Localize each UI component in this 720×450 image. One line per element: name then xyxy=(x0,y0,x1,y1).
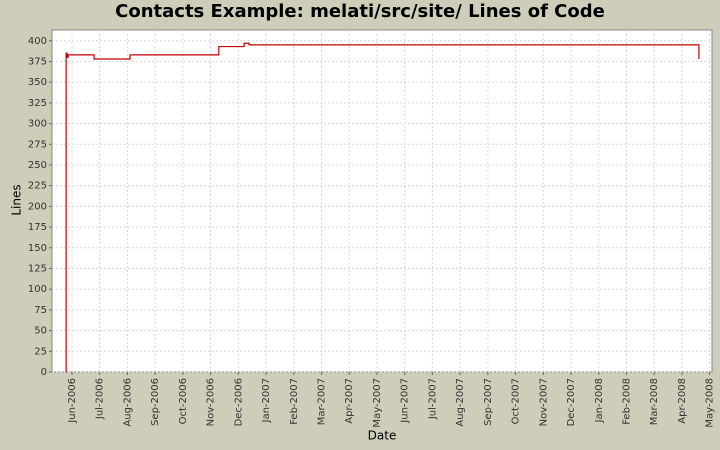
x-tick-label: Nov-2006 xyxy=(206,378,217,426)
x-tick-label: May-2008 xyxy=(705,378,716,428)
y-axis-label: Lines xyxy=(10,184,24,215)
y-tick-label: 125 xyxy=(28,263,47,274)
y-tick-label: 300 xyxy=(28,119,47,130)
y-tick-label: 375 xyxy=(28,56,47,67)
x-tick-label: Feb-2007 xyxy=(289,378,300,425)
x-tick-label: Aug-2006 xyxy=(122,378,133,427)
x-tick-label: Jan-2008 xyxy=(594,378,605,423)
y-tick-label: 0 xyxy=(41,367,47,378)
x-tick-label: Jan-2007 xyxy=(261,378,272,423)
x-tick-label: May-2007 xyxy=(372,378,383,428)
x-tick-label: Oct-2007 xyxy=(511,378,522,424)
y-tick-label: 325 xyxy=(28,98,47,109)
y-tick-label: 225 xyxy=(28,181,47,192)
x-tick-label: Apr-2007 xyxy=(344,378,355,424)
x-tick-label: Mar-2007 xyxy=(317,378,328,425)
x-tick-label: Jun-2007 xyxy=(400,378,411,424)
y-tick-label: 350 xyxy=(28,77,47,88)
y-tick-label: 275 xyxy=(28,139,47,150)
x-axis-label: Date xyxy=(368,429,397,443)
x-tick-label: Jul-2007 xyxy=(427,378,438,420)
y-tick-label: 25 xyxy=(34,346,47,357)
y-tick-label: 100 xyxy=(28,284,47,295)
x-tick-label: Mar-2008 xyxy=(649,378,660,425)
y-tick-label: 175 xyxy=(28,222,47,233)
x-tick-label: Dec-2007 xyxy=(566,378,577,426)
x-tick-label: Dec-2006 xyxy=(233,378,244,426)
x-tick-label: Nov-2007 xyxy=(538,378,549,426)
x-tick-label: Sep-2006 xyxy=(150,378,161,426)
data-line xyxy=(65,42,700,373)
x-tick-label: Sep-2007 xyxy=(483,378,494,426)
x-tick-label: Oct-2006 xyxy=(178,378,189,424)
y-tick-label: 50 xyxy=(34,326,47,337)
x-tick-label: Jun-2006 xyxy=(67,378,78,424)
x-tick-label: Feb-2008 xyxy=(621,378,632,425)
y-tick-label: 75 xyxy=(34,305,47,316)
x-tick-label: Aug-2007 xyxy=(455,378,466,427)
x-tick-label: Apr-2008 xyxy=(677,378,688,424)
y-tick-label: 250 xyxy=(28,160,47,171)
y-tick-label: 200 xyxy=(28,201,47,212)
plot-area xyxy=(51,29,713,373)
y-tick-label: 150 xyxy=(28,243,47,254)
chart-title: Contacts Example: melati/src/site/ Lines… xyxy=(115,1,605,22)
x-tick-label: Jul-2006 xyxy=(95,378,106,420)
y-tick-label: 400 xyxy=(28,36,47,47)
